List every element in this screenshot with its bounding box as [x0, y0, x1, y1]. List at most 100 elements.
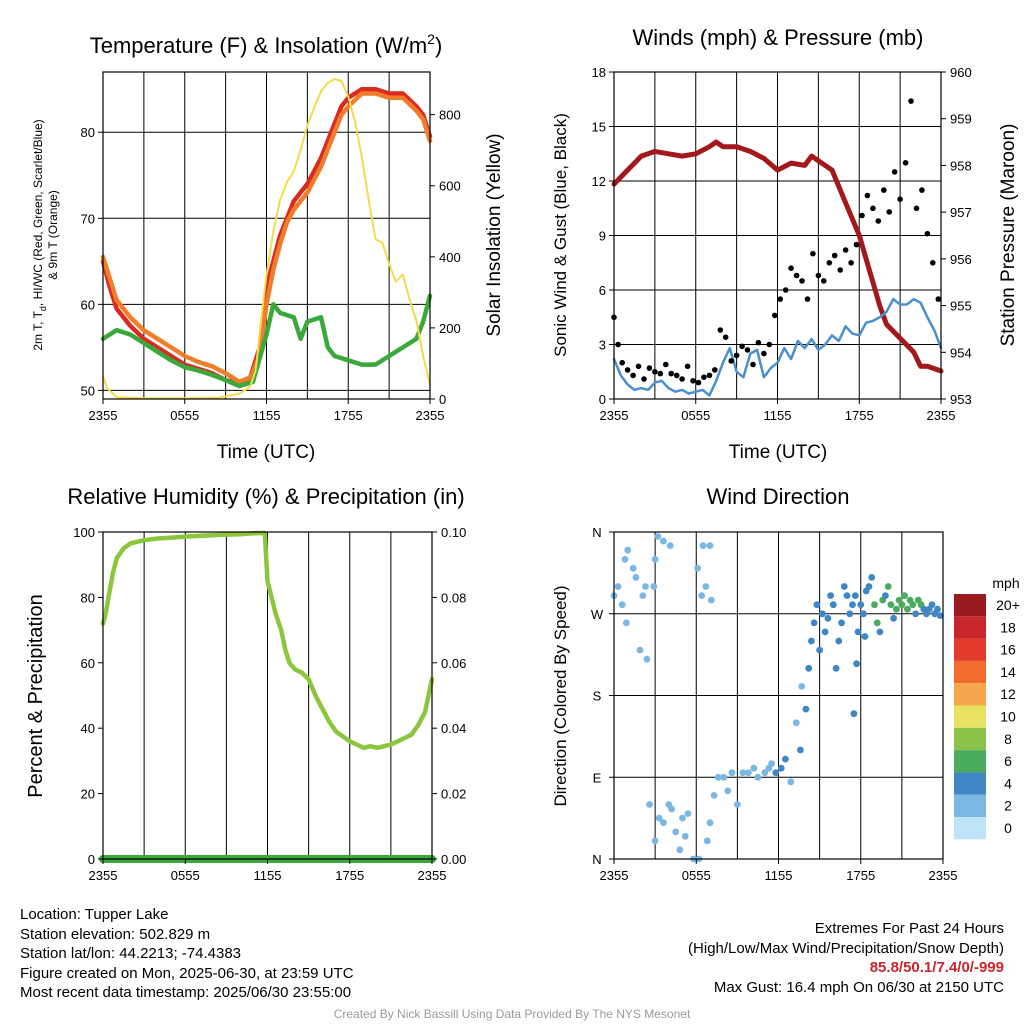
direction-point: [668, 805, 675, 813]
direction-point: [805, 664, 813, 672]
direction-point: [904, 605, 911, 613]
direction-point: [650, 583, 658, 590]
direction-point: [621, 555, 629, 563]
direction-point: [777, 764, 785, 772]
y2-tick-label: 956: [950, 252, 972, 267]
direction-point: [934, 605, 941, 613]
direction-point: [860, 610, 867, 618]
direction-point: [744, 769, 752, 777]
x-tick-label: 1155: [254, 868, 282, 883]
direction-point: [798, 683, 806, 690]
gust-point: [919, 187, 925, 193]
y2-tick-label: 600: [439, 179, 461, 194]
direction-point: [666, 542, 674, 549]
direction-point: [797, 746, 804, 754]
legend-swatch: [954, 638, 986, 661]
y-tick-label: W: [591, 607, 604, 622]
gust-point: [615, 341, 621, 348]
direction-point: [694, 564, 701, 572]
direction-point: [829, 601, 837, 609]
y-tick-label: 18: [592, 65, 606, 80]
direction-point: [643, 655, 651, 663]
gust-point: [679, 376, 685, 382]
humidity-title: Relative Humidity (%) & Precipitation (i…: [67, 484, 464, 509]
y-tick-label: 80: [81, 590, 95, 605]
gust-point: [908, 98, 914, 104]
y-tick-label: 15: [592, 120, 606, 135]
legend-swatch: [954, 772, 986, 795]
direction-point: [821, 628, 829, 636]
gust-point: [624, 367, 631, 373]
legend-swatch: [954, 705, 986, 728]
direction-point: [699, 542, 707, 549]
y2-tick-label: 0.02: [441, 787, 466, 802]
gust-point: [859, 212, 865, 219]
direction-point: [651, 837, 659, 845]
direction-point: [698, 592, 706, 599]
gust-point: [635, 363, 642, 370]
extremes-legend: (High/Low/Max Wind/Precipitation/Snow De…: [688, 939, 1004, 957]
direction-title: Wind Direction: [706, 484, 849, 509]
gust-point: [772, 312, 778, 319]
y-tick-label: 100: [73, 525, 95, 540]
direction-point: [636, 646, 644, 654]
legend-label: 2: [1004, 798, 1012, 814]
direction-point: [782, 755, 789, 763]
direction-point: [629, 564, 637, 572]
gust-point: [930, 260, 936, 266]
credit-line: Created By Nick Bassill Using Data Provi…: [333, 1007, 691, 1021]
gust-point: [728, 358, 734, 364]
gust-point: [761, 350, 767, 357]
temperature-ylabel-right: Solar Insolation (Yellow): [484, 133, 505, 336]
direction-point: [706, 542, 714, 549]
gust-point: [733, 352, 740, 359]
x-tick-label: 2355: [929, 868, 958, 883]
gust-point: [804, 296, 811, 302]
y2-tick-label: 958: [950, 158, 972, 173]
x-tick-label: 2355: [89, 868, 118, 883]
direction-point: [768, 760, 775, 767]
legend-swatch: [954, 727, 986, 751]
gust-point: [886, 209, 892, 215]
direction-point: [884, 583, 892, 590]
y2-tick-label: 0.06: [441, 656, 466, 671]
gust-point: [701, 374, 707, 381]
direction-point: [802, 705, 810, 713]
temperature-ylabel-line1: 2m T, Td, HI/WC (Red, Green, Scarlet/Blu…: [31, 119, 48, 350]
gust-point: [864, 192, 871, 199]
direction-point: [810, 619, 818, 627]
gust-point: [750, 361, 756, 368]
gust-point: [821, 278, 827, 284]
direction-point: [882, 592, 889, 599]
gust-point: [902, 160, 909, 166]
gust-point: [815, 272, 822, 279]
legend-label: 16: [1000, 642, 1016, 658]
temperature-series: [100, 78, 433, 400]
y-tick-label: N: [592, 852, 601, 867]
gust-point: [695, 379, 702, 386]
direction-point: [893, 605, 900, 613]
station-location: Location: Tupper Lake: [20, 906, 169, 923]
direction-point: [710, 792, 718, 799]
gust-point: [684, 363, 691, 370]
direction-point: [808, 637, 815, 645]
direction-point: [876, 628, 884, 636]
direction-point: [639, 592, 647, 599]
y2-tick-label: 955: [950, 299, 972, 314]
gust-point: [837, 267, 843, 273]
x-tick-label: 2355: [600, 868, 629, 883]
gust-point: [766, 341, 773, 348]
direction-point: [787, 778, 795, 786]
x-tick-label: 0555: [171, 868, 200, 883]
station-info: Location: Tupper Lake Station elevation:…: [20, 905, 354, 1003]
max-gust: Max Gust: 16.4 mph On 06/30 at 2150 UTC: [713, 978, 1004, 996]
gust-point: [690, 378, 696, 384]
winds-title: Winds (mph) & Pressure (mb): [633, 25, 924, 50]
winds-axes: 0 3 6 9 12 15 18 953 954 955 956 957 958 959 960 2355 05…: [592, 65, 972, 423]
direction-point: [846, 610, 854, 618]
direction-point: [928, 601, 936, 609]
y-tick-label: 6: [599, 283, 606, 298]
direction-point: [618, 601, 626, 609]
direction-point: [702, 583, 710, 590]
x-tick-label: 2355: [927, 408, 956, 423]
